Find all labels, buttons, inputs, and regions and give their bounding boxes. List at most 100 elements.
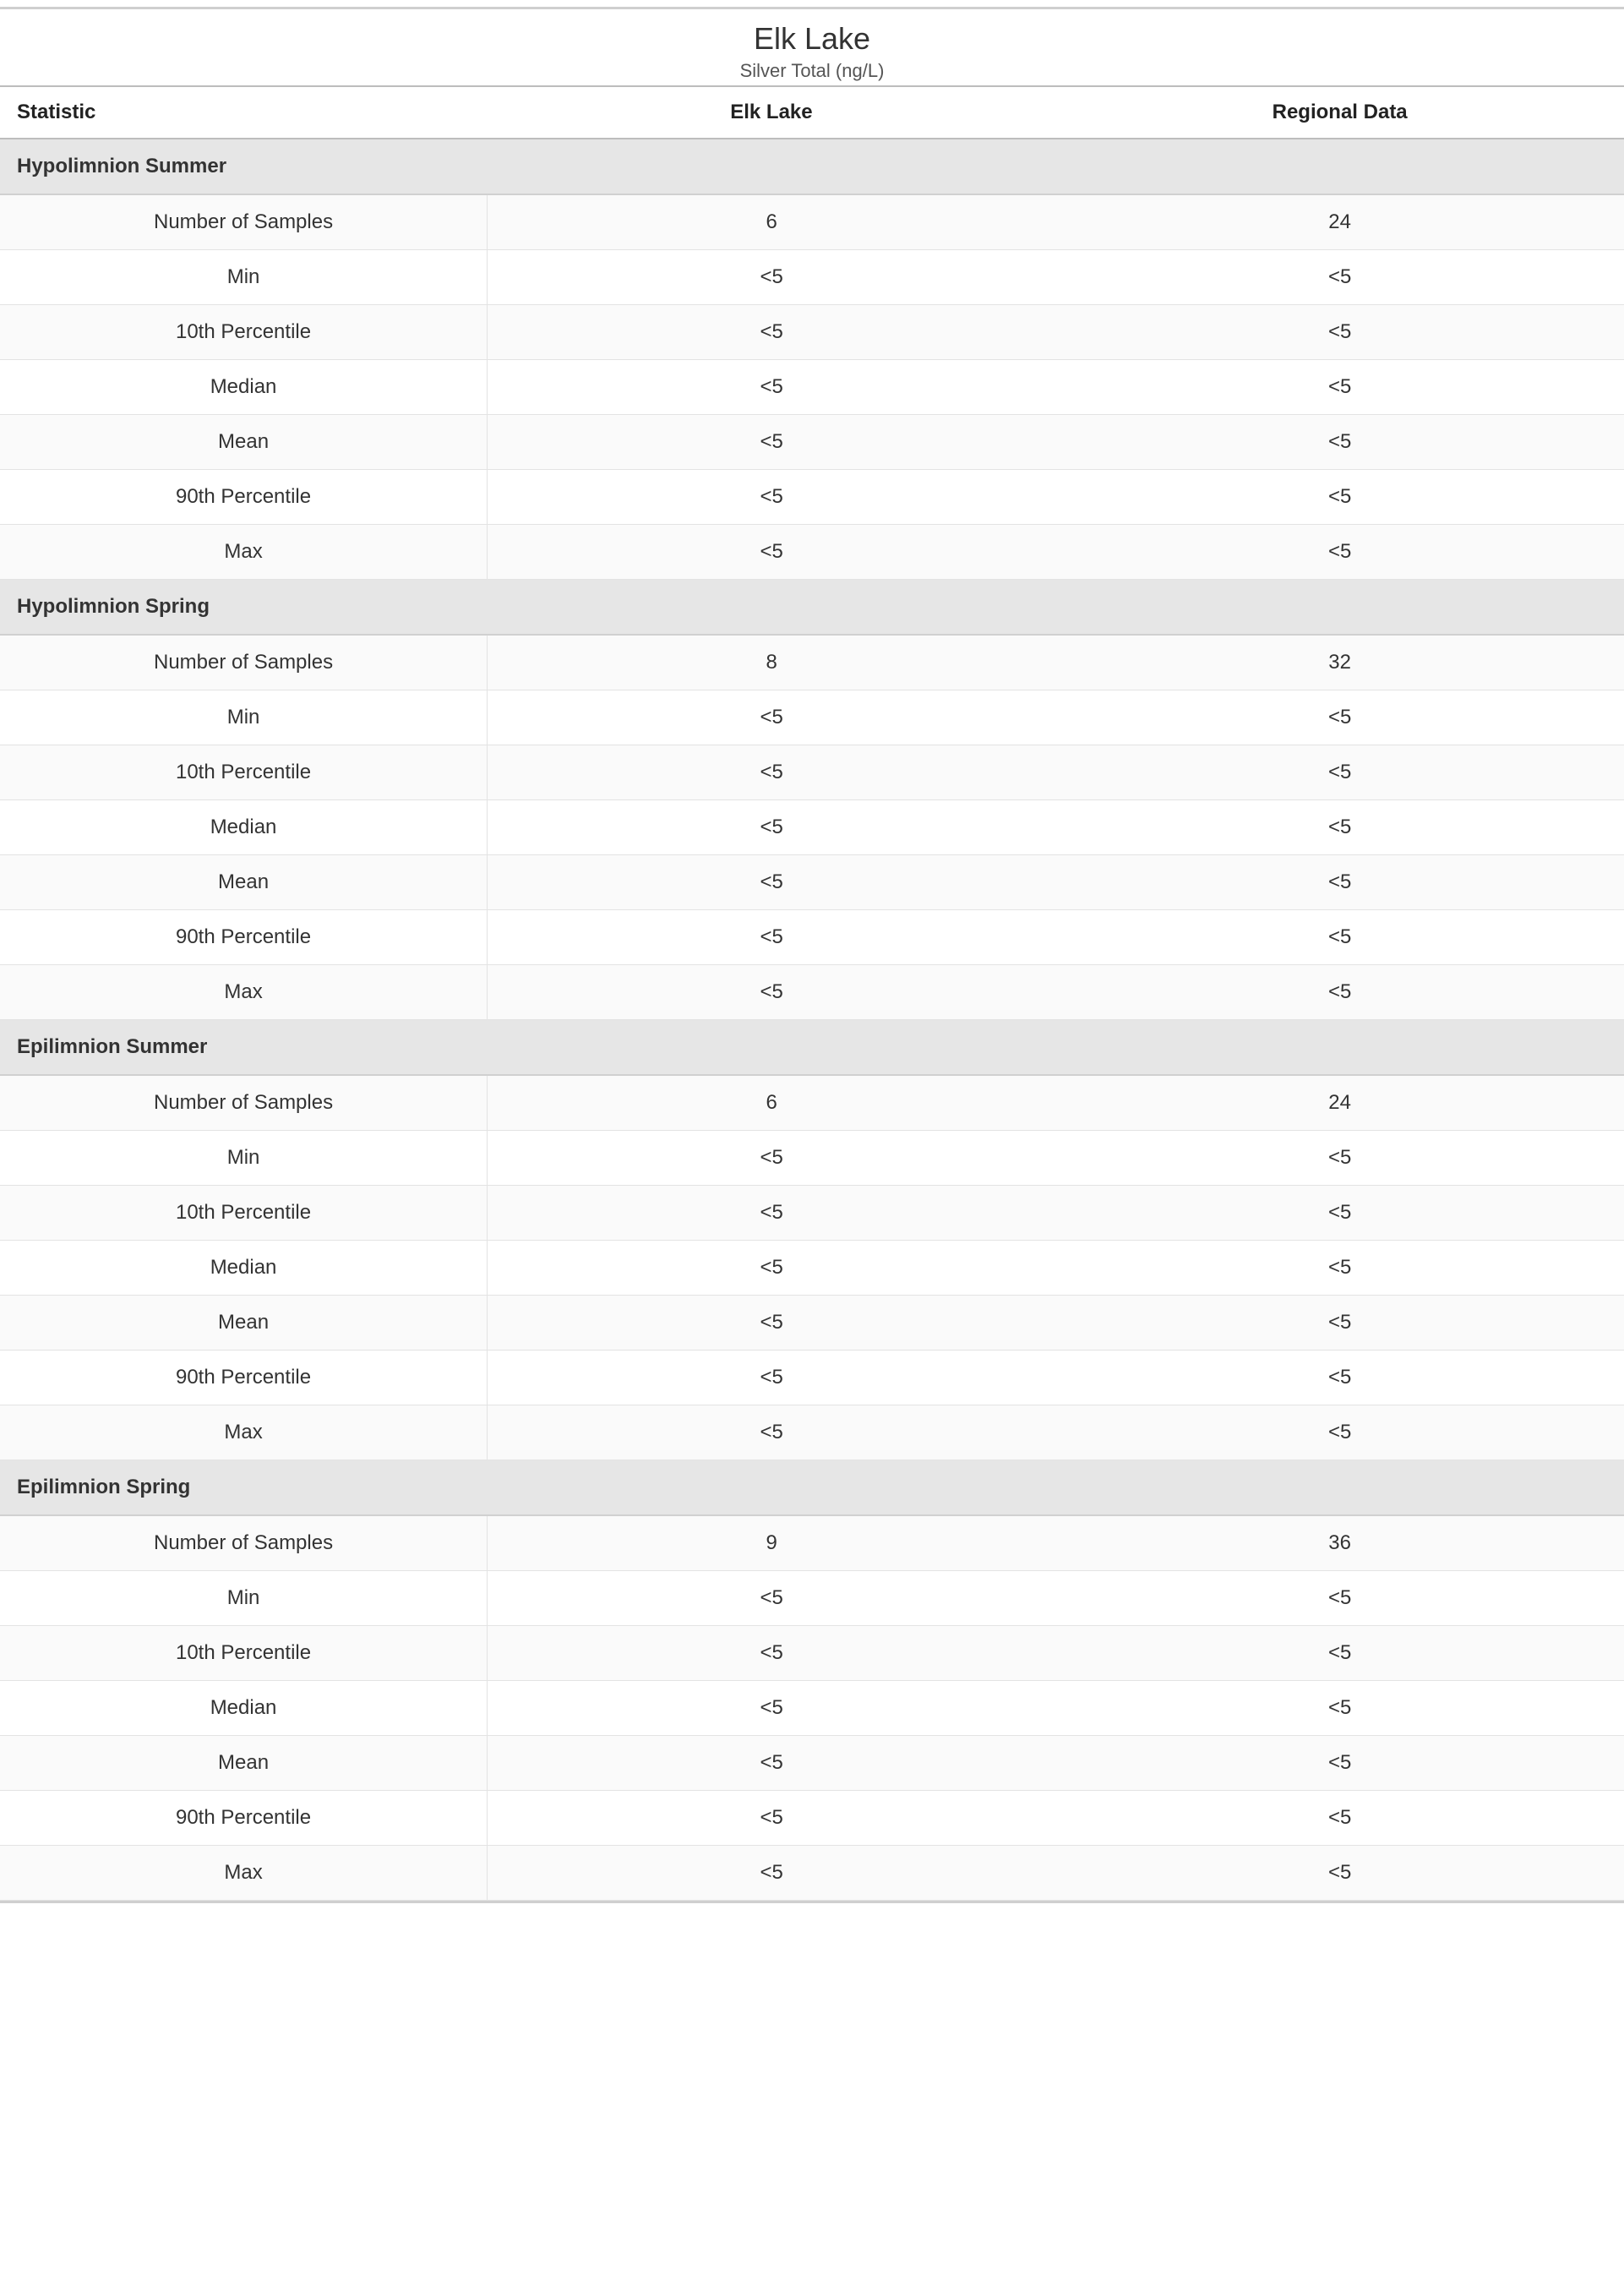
col-header-site: Elk Lake [488,86,1056,139]
section-group: Epilimnion Spring Number of Samples 9 36… [0,1460,1624,1901]
table-header-row: Statistic Elk Lake Regional Data [0,86,1624,139]
stat-label: Median [0,800,488,855]
stat-site-value: <5 [488,305,1056,360]
stat-label: Min [0,1131,488,1186]
table-row: 10th Percentile <5 <5 [0,745,1624,800]
stat-regional-value: <5 [1055,305,1624,360]
stat-label: 10th Percentile [0,305,488,360]
stat-regional-value: <5 [1055,965,1624,1020]
section-header: Epilimnion Summer [0,1020,1624,1076]
stat-label: 10th Percentile [0,1626,488,1681]
table-row: Max <5 <5 [0,965,1624,1020]
section-title: Epilimnion Summer [0,1020,1624,1076]
table-row: Number of Samples 6 24 [0,1075,1624,1131]
section-group: Epilimnion Summer Number of Samples 6 24… [0,1020,1624,1460]
stat-site-value: <5 [488,690,1056,745]
stat-site-value: <5 [488,250,1056,305]
table-row: Min <5 <5 [0,1571,1624,1626]
stat-site-value: <5 [488,1131,1056,1186]
stat-label: Min [0,690,488,745]
stat-regional-value: 24 [1055,194,1624,250]
statistics-table: Statistic Elk Lake Regional Data Hypolim… [0,85,1624,1903]
stat-regional-value: <5 [1055,1736,1624,1791]
stat-label: Min [0,250,488,305]
stat-regional-value: <5 [1055,910,1624,965]
stat-label: Mean [0,1296,488,1351]
stat-regional-value: <5 [1055,1571,1624,1626]
col-header-regional: Regional Data [1055,86,1624,139]
stat-site-value: <5 [488,470,1056,525]
stat-regional-value: <5 [1055,1681,1624,1736]
table-row: Max <5 <5 [0,1405,1624,1460]
stat-site-value: <5 [488,910,1056,965]
stat-site-value: <5 [488,800,1056,855]
stat-site-value: <5 [488,1846,1056,1901]
stat-regional-value: 36 [1055,1515,1624,1571]
table-row: Min <5 <5 [0,690,1624,745]
stat-regional-value: <5 [1055,415,1624,470]
stat-label: Mean [0,1736,488,1791]
title-block: Elk Lake Silver Total (ng/L) [0,9,1624,85]
stat-regional-value: <5 [1055,855,1624,910]
table-row: 90th Percentile <5 <5 [0,910,1624,965]
table-row: Min <5 <5 [0,1131,1624,1186]
stat-regional-value: <5 [1055,470,1624,525]
stat-site-value: 6 [488,194,1056,250]
stat-label: 90th Percentile [0,910,488,965]
stat-site-value: <5 [488,1626,1056,1681]
stat-site-value: <5 [488,360,1056,415]
stat-site-value: 8 [488,635,1056,690]
stat-regional-value: <5 [1055,1241,1624,1296]
table-row: Max <5 <5 [0,525,1624,580]
stat-site-value: <5 [488,1405,1056,1460]
stat-site-value: <5 [488,525,1056,580]
stat-regional-value: <5 [1055,360,1624,415]
page-subtitle: Silver Total (ng/L) [0,60,1624,82]
stat-site-value: <5 [488,745,1056,800]
stat-regional-value: <5 [1055,1186,1624,1241]
stat-regional-value: <5 [1055,1351,1624,1405]
section-title: Hypolimnion Spring [0,580,1624,636]
section-group: Hypolimnion Summer Number of Samples 6 2… [0,139,1624,580]
stat-site-value: <5 [488,415,1056,470]
stat-regional-value: 32 [1055,635,1624,690]
stat-regional-value: 24 [1055,1075,1624,1131]
stat-site-value: <5 [488,1296,1056,1351]
table-row: Number of Samples 6 24 [0,194,1624,250]
stat-label: Median [0,1681,488,1736]
stat-label: 10th Percentile [0,1186,488,1241]
stat-label: 90th Percentile [0,1351,488,1405]
section-header: Hypolimnion Summer [0,139,1624,194]
stat-site-value: <5 [488,1791,1056,1846]
table-row: Mean <5 <5 [0,1296,1624,1351]
table-row: Number of Samples 8 32 [0,635,1624,690]
page: Elk Lake Silver Total (ng/L) Statistic E… [0,7,1624,1903]
stat-regional-value: <5 [1055,250,1624,305]
stat-site-value: <5 [488,1571,1056,1626]
stat-regional-value: <5 [1055,1626,1624,1681]
stat-site-value: <5 [488,855,1056,910]
table-row: Max <5 <5 [0,1846,1624,1901]
bottom-rule [0,1901,1624,1902]
table-row: Min <5 <5 [0,250,1624,305]
stat-label: Min [0,1571,488,1626]
stat-site-value: <5 [488,1736,1056,1791]
stat-regional-value: <5 [1055,1846,1624,1901]
section-header: Epilimnion Spring [0,1460,1624,1516]
stat-regional-value: <5 [1055,800,1624,855]
table-row: 10th Percentile <5 <5 [0,1186,1624,1241]
stat-label: Median [0,1241,488,1296]
section-title: Epilimnion Spring [0,1460,1624,1516]
stat-label: Number of Samples [0,194,488,250]
stat-regional-value: <5 [1055,1131,1624,1186]
table-row: Median <5 <5 [0,800,1624,855]
stat-label: Max [0,525,488,580]
table-row: 90th Percentile <5 <5 [0,1351,1624,1405]
stat-regional-value: <5 [1055,1405,1624,1460]
table-row: Mean <5 <5 [0,1736,1624,1791]
stat-regional-value: <5 [1055,690,1624,745]
table-row: 90th Percentile <5 <5 [0,1791,1624,1846]
table-row: Mean <5 <5 [0,855,1624,910]
stat-label: Number of Samples [0,1515,488,1571]
stat-label: Median [0,360,488,415]
